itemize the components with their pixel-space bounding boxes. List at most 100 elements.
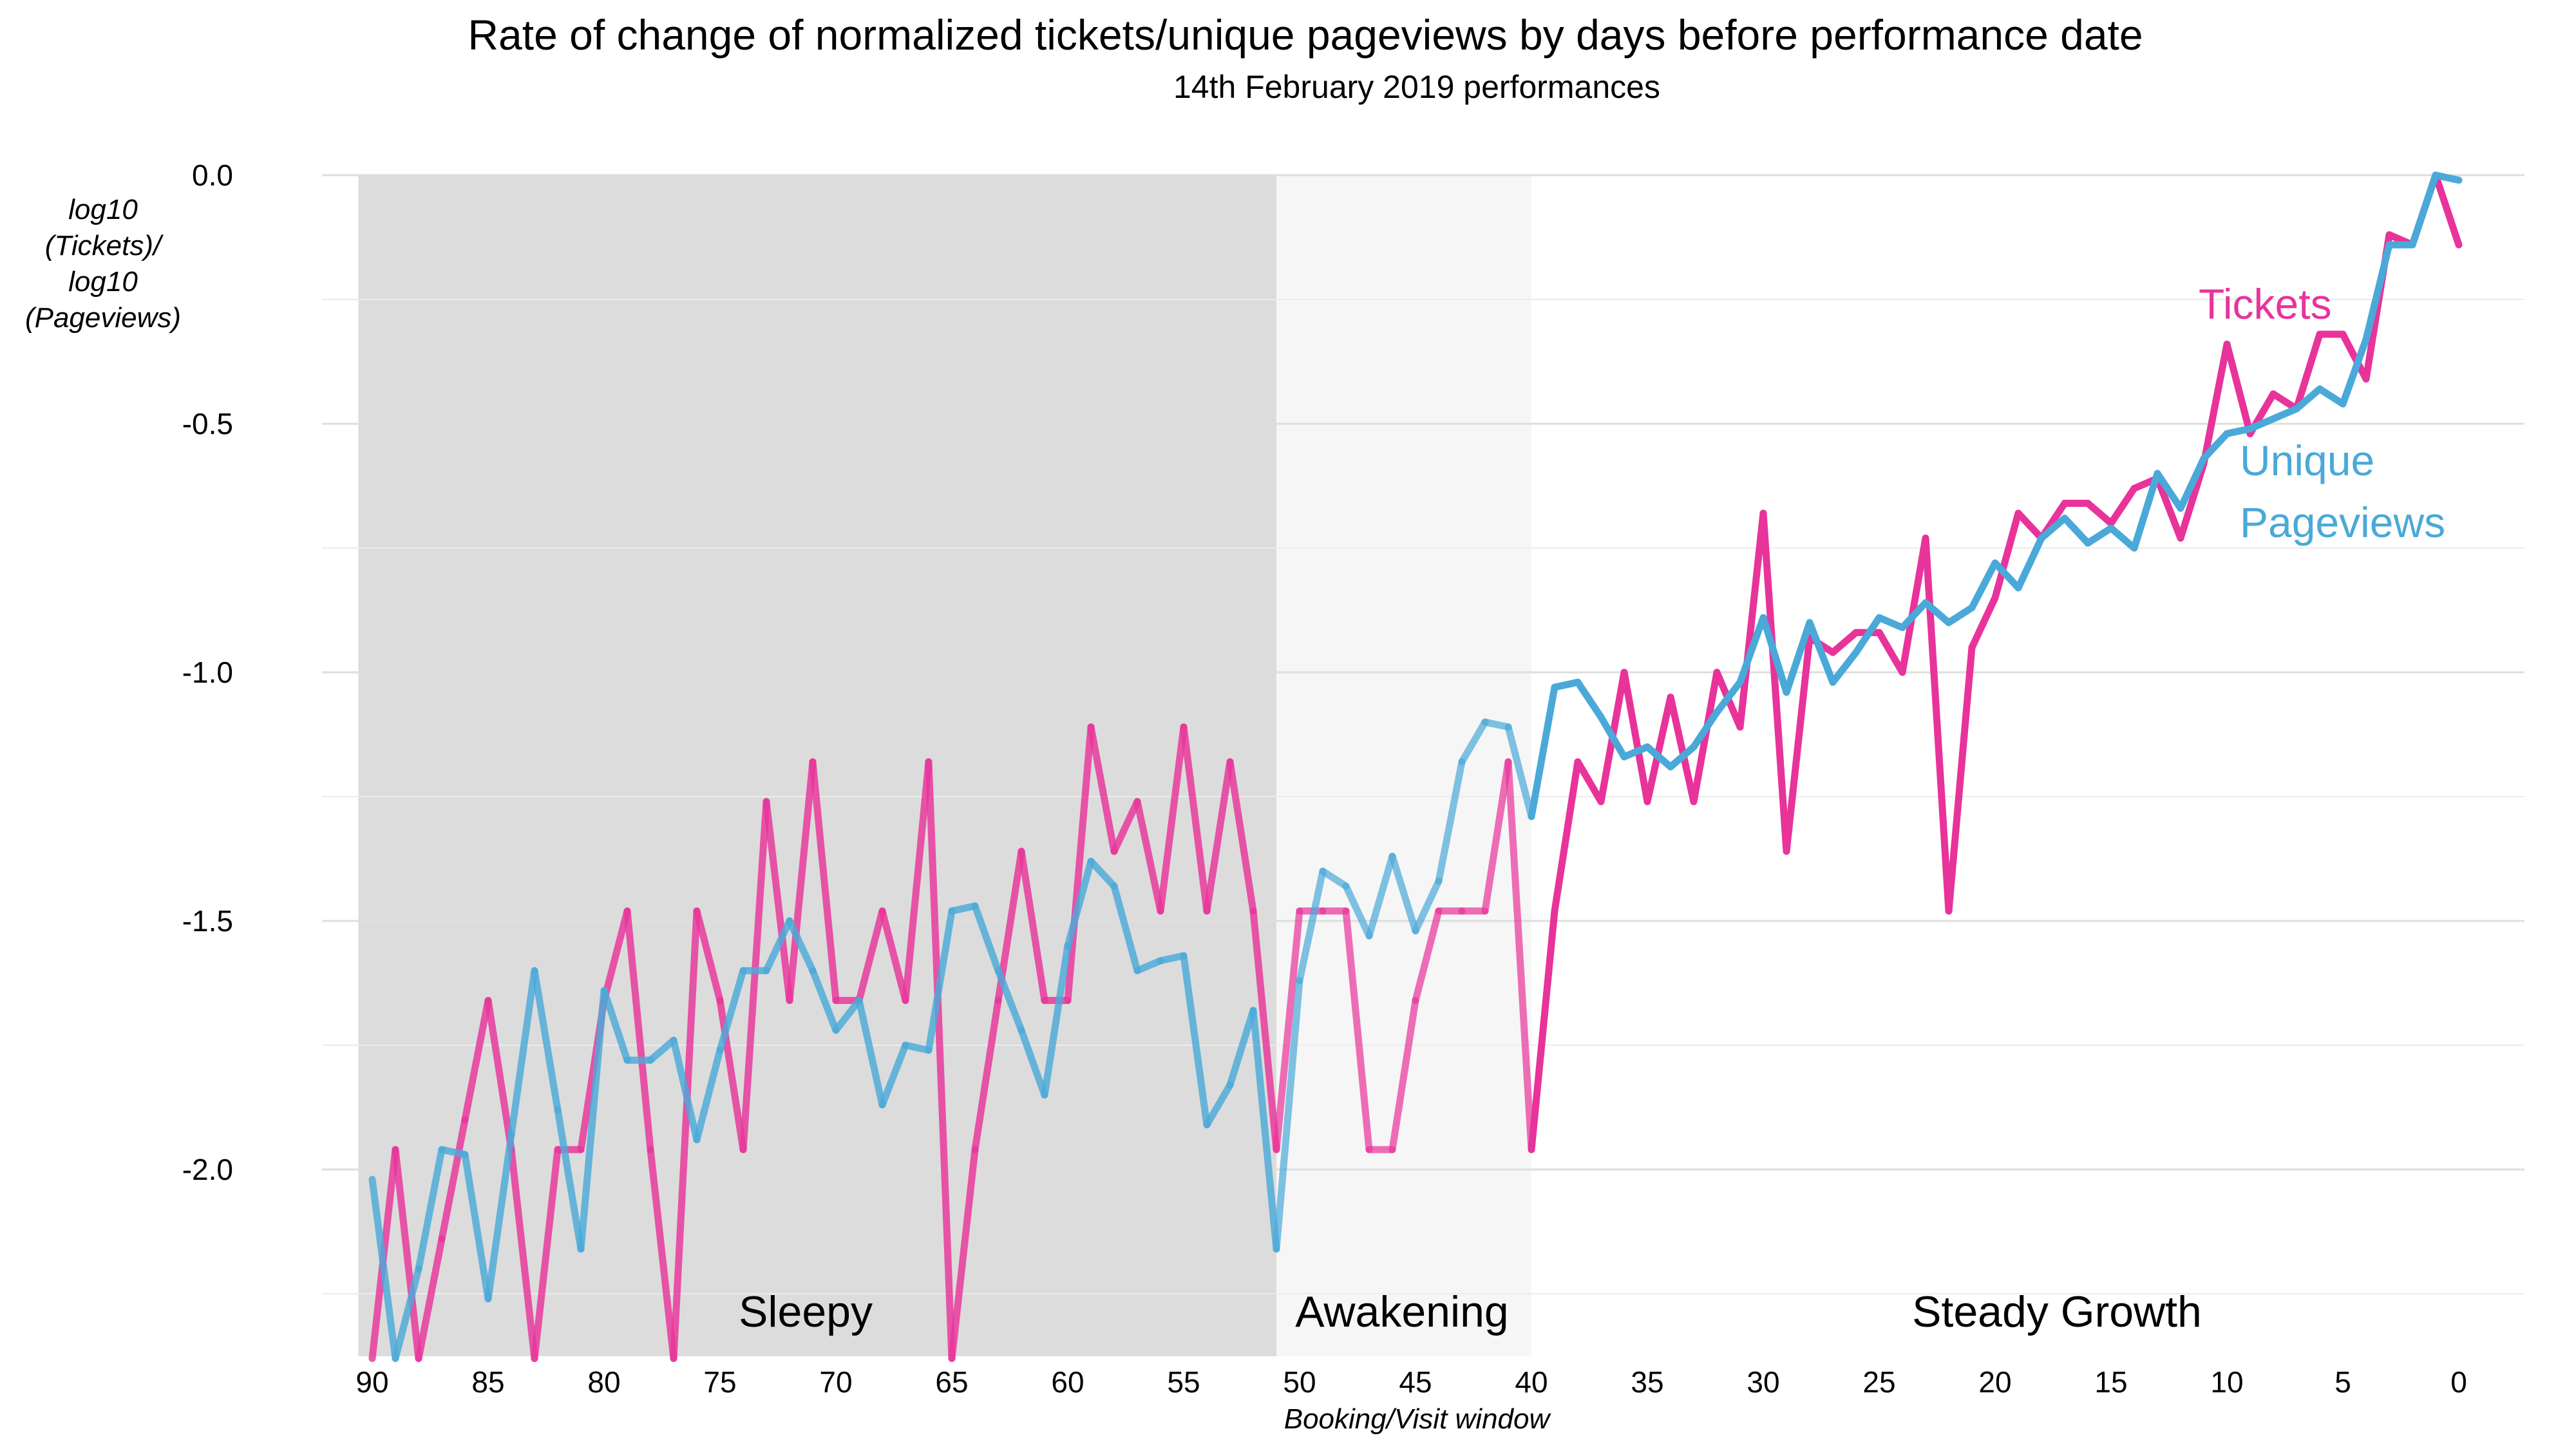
series-segment-unique-pageviews [1041, 942, 1072, 1099]
series-segment-unique-pageviews [1203, 1081, 1234, 1128]
series-segment-unique-pageviews [2362, 241, 2393, 343]
series-segment-tickets [1991, 509, 2022, 601]
series-segment-unique-pageviews [1783, 619, 1814, 696]
x-tick-label: 75 [703, 1365, 736, 1399]
series-segment-tickets [1690, 668, 1721, 806]
series-segment-unique-pageviews [762, 917, 793, 974]
series-segment-tickets [878, 907, 909, 1004]
series-segment-unique-pageviews [415, 1146, 446, 1273]
series-segment-unique-pageviews [670, 1036, 701, 1144]
series-segment-unique-pageviews [1064, 857, 1095, 950]
series-segment-tickets [415, 1235, 446, 1362]
series-segment-tickets [647, 1146, 677, 1362]
series-segment-tickets [739, 798, 770, 1153]
series-segment-tickets [1481, 758, 1512, 915]
y-tick-labels: 0.0 -0.5 -1.0 -1.5 -2.0 [182, 158, 233, 1186]
series-segment-unique-pageviews [809, 967, 840, 1034]
series-segment-unique-pageviews [484, 1131, 515, 1303]
y-axis-label-line-3: log10 [68, 266, 138, 298]
series-segment-tickets [1736, 509, 1767, 731]
series-segment-unique-pageviews [2038, 515, 2069, 542]
x-tick-label: 0 [2450, 1365, 2467, 1399]
series-segment-unique-pageviews [1690, 708, 1721, 751]
series-segment-tickets [809, 758, 840, 1004]
y-tick-label: -0.5 [182, 407, 233, 440]
series-segment-tickets [693, 907, 724, 1004]
series-segment-tickets [2432, 171, 2463, 249]
series-segment-tickets [1180, 723, 1211, 915]
series-segment-tickets [1945, 643, 1976, 915]
x-tick-label: 55 [1167, 1365, 1200, 1399]
series-segment-unique-pageviews [1249, 1007, 1280, 1253]
series-segment-unique-pageviews [1342, 882, 1373, 940]
series-segment-tickets [2107, 484, 2138, 527]
series-segment-unique-pageviews [1435, 758, 1466, 885]
series-segment-unique-pageviews [1991, 559, 2022, 592]
series-segment-tickets [1018, 848, 1048, 1004]
series-segment-unique-pageviews [1157, 952, 1188, 965]
series-segment-unique-pageviews [507, 967, 538, 1139]
series-segment-unique-pageviews [2409, 171, 2439, 249]
series-segment-unique-pageviews [2084, 524, 2115, 547]
series-segment-unique-pageviews [971, 902, 1002, 974]
series-segment-unique-pageviews [948, 902, 979, 915]
series-segment-tickets [1064, 723, 1095, 1004]
series-segment-tickets [507, 1146, 538, 1362]
series-segment-unique-pageviews [1133, 957, 1164, 974]
series-segment-tickets [1667, 694, 1698, 806]
series-segment-tickets [484, 997, 515, 1153]
series-segment-unique-pageviews [2130, 469, 2161, 552]
series-segment-unique-pageviews [994, 967, 1025, 1034]
x-tick-label: 10 [2210, 1365, 2243, 1399]
x-tick-labels: 90 85 80 75 70 65 60 55 50 45 40 35 30 25 20 15 10 5 0 [355, 1365, 2467, 1399]
y-tick-label: -1.0 [182, 656, 233, 689]
series-segment-tickets [1273, 907, 1303, 1153]
y-axis-label: log10 (Tickets)/ log10 (Pageviews) [25, 194, 181, 334]
tickets-series-label: Tickets [2199, 280, 2332, 328]
series-segment-unique-pageviews [1968, 559, 1999, 612]
series-segment-unique-pageviews [693, 1046, 724, 1144]
x-tick-label: 40 [1515, 1365, 1548, 1399]
phase-band-sleepy [358, 175, 1276, 1356]
series-segment-tickets [2339, 330, 2370, 383]
series-segment-tickets [2084, 500, 2115, 527]
series-segment-unique-pageviews [1087, 857, 1118, 890]
series-segment-tickets [1388, 997, 1419, 1153]
series-segment-tickets [1087, 723, 1118, 855]
series-segment-unique-pageviews [2432, 171, 2463, 184]
series-segment-unique-pageviews [1852, 614, 1883, 656]
series-segment-unique-pageviews [1110, 882, 1141, 974]
series-segment-tickets [1899, 535, 1929, 676]
series-segment-tickets [855, 907, 886, 1004]
series-segment-tickets [1528, 907, 1558, 1153]
series-segment-unique-pageviews [1018, 1027, 1048, 1099]
series-segment-unique-pageviews [1551, 678, 1582, 691]
series-segment-tickets [670, 907, 701, 1362]
series-segment-tickets [948, 1146, 979, 1362]
y-tick-label: -1.5 [182, 904, 233, 938]
series-segment-unique-pageviews [832, 997, 863, 1034]
series-segment-tickets [461, 997, 492, 1124]
series-segment-unique-pageviews [925, 907, 956, 1054]
series-segment-tickets [1133, 798, 1164, 915]
series-segment-tickets [2200, 341, 2231, 468]
series-segment-tickets [2177, 460, 2208, 542]
series-segment-unique-pageviews [1875, 614, 1906, 631]
series-segment-tickets [1759, 509, 1790, 855]
x-tick-label: 65 [935, 1365, 968, 1399]
series-segment-unique-pageviews [1458, 718, 1489, 766]
series-segment-tickets [762, 798, 793, 1004]
series-segment-unique-pageviews [2316, 385, 2347, 408]
series-segment-unique-pageviews [878, 1041, 909, 1109]
series-segment-unique-pageviews [577, 987, 608, 1253]
series-segment-tickets [1157, 723, 1188, 915]
series-segment-tickets [902, 758, 933, 1004]
pageviews-series-label-line-2: Pageviews [2240, 498, 2445, 546]
series-segment-unique-pageviews [1574, 678, 1605, 721]
series-segment-unique-pageviews [1643, 743, 1674, 771]
series-segment-tickets [1412, 907, 1443, 1004]
series-lines [368, 171, 2463, 1362]
series-segment-tickets [600, 907, 631, 1004]
x-tick-label: 70 [819, 1365, 852, 1399]
series-segment-unique-pageviews [1620, 743, 1651, 761]
